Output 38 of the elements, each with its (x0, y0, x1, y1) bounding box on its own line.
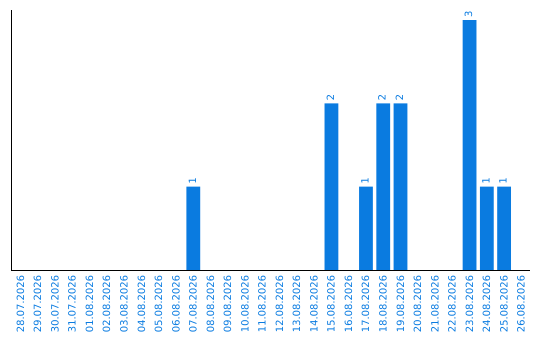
data-label: 1 (481, 177, 492, 184)
x-tick-label: 06.08.2026 (171, 275, 182, 332)
data-label: 1 (498, 177, 510, 184)
x-tick-label: 01.08.2026 (84, 275, 96, 332)
x-tick-label: 28.07.2026 (16, 275, 27, 332)
data-label: 2 (395, 94, 406, 100)
x-tick-label: 30.07.2026 (50, 275, 62, 332)
x-tick-label: 08.08.2026 (206, 275, 217, 332)
x-tick-label: 15.08.2026 (326, 275, 338, 332)
x-tick-label: 23.08.2026 (464, 275, 476, 332)
x-tick-label: 29.07.2026 (33, 275, 44, 332)
x-tick-label: 16.08.2026 (344, 275, 355, 332)
data-label: 1 (360, 177, 372, 184)
x-tick-label: 03.08.2026 (119, 275, 130, 332)
data-label: 2 (326, 94, 337, 100)
x-tick-label: 09.08.2026 (223, 275, 234, 332)
x-tick-label: 12.08.2026 (274, 275, 286, 332)
x-tick-label: 22.08.2026 (448, 275, 459, 332)
x-tick-label: 04.08.2026 (136, 275, 148, 332)
data-label: 3 (464, 10, 476, 17)
x-tick-label: 19.08.2026 (396, 275, 407, 332)
data-label: 1 (188, 177, 199, 184)
x-tick-label: 05.08.2026 (154, 275, 166, 332)
x-tick-label: 07.08.2026 (188, 275, 200, 332)
x-tick-label: 13.08.2026 (292, 275, 304, 332)
x-tick-label: 21.08.2026 (430, 275, 442, 332)
data-label: 2 (378, 94, 389, 100)
x-tick-label: 11.08.2026 (258, 275, 269, 332)
x-tick-label: 14.08.2026 (309, 275, 320, 332)
x-tick-label: 20.08.2026 (413, 275, 424, 332)
x-tick-label: 10.08.2026 (240, 275, 252, 332)
x-tick-label: 17.08.2026 (361, 275, 372, 332)
x-tick-label: 18.08.2026 (378, 275, 390, 332)
x-tick-label: 26.08.2026 (516, 275, 528, 332)
x-tick-label: 02.08.2026 (102, 275, 114, 332)
x-tick-label: 31.07.2026 (68, 275, 79, 332)
x-tick-label: 24.08.2026 (482, 275, 494, 332)
x-tick-label: 25.08.2026 (499, 275, 510, 332)
